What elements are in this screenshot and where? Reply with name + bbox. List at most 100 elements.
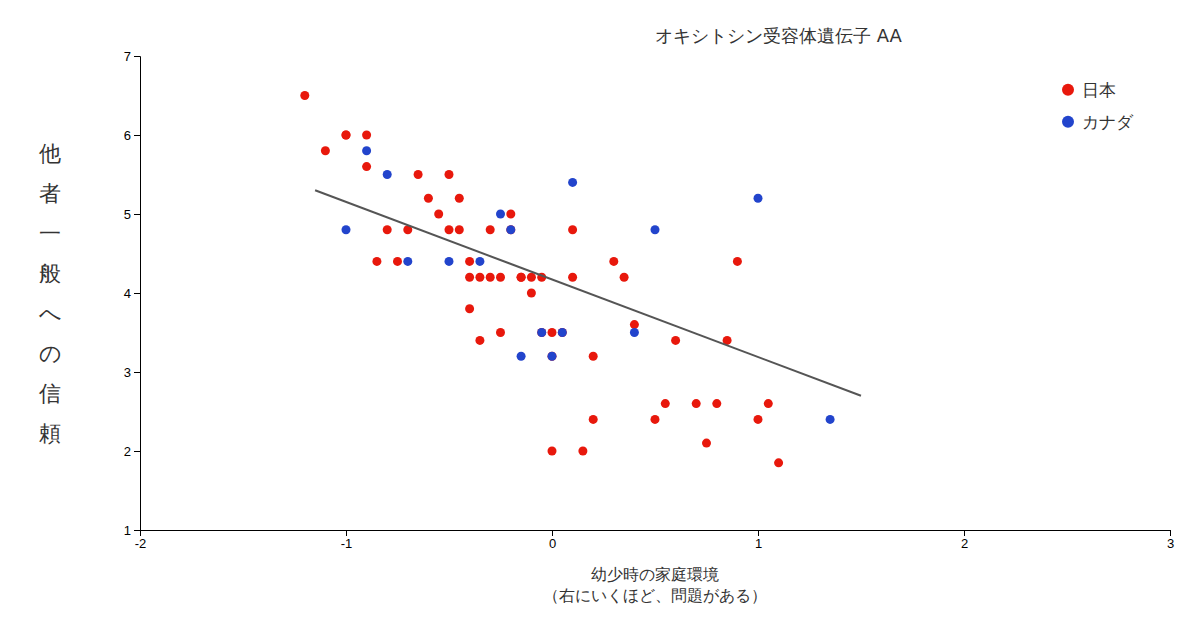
point	[589, 352, 598, 361]
point	[527, 289, 536, 298]
point	[372, 257, 381, 266]
point	[754, 194, 763, 203]
point	[537, 328, 546, 337]
series-points	[342, 146, 835, 424]
tick-mark	[552, 530, 553, 536]
point	[506, 225, 515, 234]
point	[548, 328, 557, 337]
point	[434, 210, 443, 219]
tick-label: 2	[124, 444, 131, 459]
point	[445, 257, 454, 266]
point	[609, 257, 618, 266]
tick: 1	[755, 530, 762, 551]
point	[465, 273, 474, 282]
point	[321, 146, 330, 155]
axis-line	[134, 57, 141, 531]
tick: 7	[124, 49, 140, 64]
point	[362, 146, 371, 155]
tick: 3	[124, 365, 140, 380]
tick-mark	[134, 135, 140, 136]
point	[517, 273, 526, 282]
x-axis-label-line: （右にいくほど、問題がある）	[543, 586, 767, 605]
point	[548, 447, 557, 456]
point	[383, 225, 392, 234]
point	[342, 225, 351, 234]
legend: 日本カナダ	[1062, 80, 1134, 132]
point	[537, 328, 546, 337]
tick-label: 7	[124, 49, 131, 64]
tick-mark	[134, 372, 140, 373]
point	[589, 415, 598, 424]
point	[506, 225, 515, 234]
tick-mark	[134, 214, 140, 215]
point	[754, 415, 763, 424]
legend-item: 日本	[1062, 80, 1116, 100]
regression-line	[315, 190, 861, 395]
point	[342, 131, 351, 140]
point	[414, 170, 423, 179]
point	[548, 352, 557, 361]
point	[568, 225, 577, 234]
point	[671, 336, 680, 345]
tick-label: -1	[341, 536, 353, 551]
tick-label: 4	[124, 286, 131, 301]
tick-label: 3	[124, 365, 131, 380]
point	[496, 210, 505, 219]
tick-mark	[134, 293, 140, 294]
point	[455, 225, 464, 234]
tick-mark	[964, 530, 965, 536]
point	[300, 91, 309, 100]
point	[475, 257, 484, 266]
marks	[300, 91, 861, 467]
point	[558, 328, 567, 337]
point	[424, 194, 433, 203]
tick: -2	[135, 530, 147, 551]
point	[774, 458, 783, 467]
point	[486, 273, 495, 282]
legend-label: 日本	[1082, 80, 1116, 100]
tick: 3	[1167, 530, 1174, 551]
point	[517, 352, 526, 361]
point	[362, 131, 371, 140]
tick-mark	[758, 530, 759, 536]
tick-mark	[1170, 530, 1171, 536]
point	[630, 320, 639, 329]
axis-line	[141, 531, 1171, 537]
x-axis: -2 -1 0 1 2 3	[135, 530, 1174, 551]
point	[630, 328, 639, 337]
y-axis-label: 他者一般への信頼	[39, 141, 62, 446]
point	[764, 399, 773, 408]
tick: 2	[124, 444, 140, 459]
point	[475, 273, 484, 282]
tick: 6	[124, 128, 140, 143]
series-points	[300, 91, 783, 467]
title: オキシトシン受容体遺伝子 AA	[655, 25, 903, 46]
tick-label: -2	[135, 536, 147, 551]
point	[506, 210, 515, 219]
point	[486, 225, 495, 234]
point	[455, 194, 464, 203]
point	[465, 304, 474, 313]
y-axis: 1 2 3 4 5 6 7	[124, 49, 141, 538]
tick-label: 2	[961, 536, 968, 551]
point	[692, 399, 701, 408]
tick: 5	[124, 207, 140, 222]
point	[712, 399, 721, 408]
point	[475, 336, 484, 345]
point	[620, 273, 629, 282]
tick-label: 1	[755, 536, 762, 551]
tick-label: 3	[1167, 536, 1174, 551]
point	[403, 257, 412, 266]
point	[517, 273, 526, 282]
tick: 2	[961, 530, 968, 551]
point	[661, 399, 670, 408]
tick: 1	[124, 523, 140, 538]
point	[362, 162, 371, 171]
legend-item: カナダ	[1062, 112, 1134, 132]
tick-label: 0	[549, 536, 556, 551]
point	[651, 415, 660, 424]
point	[558, 328, 567, 337]
tick: -1	[341, 530, 353, 551]
x-axis-label: 幼少時の家庭環境 （右にいくほど、問題がある）	[543, 565, 767, 605]
x-axis-label-line: 幼少時の家庭環境	[591, 565, 719, 584]
